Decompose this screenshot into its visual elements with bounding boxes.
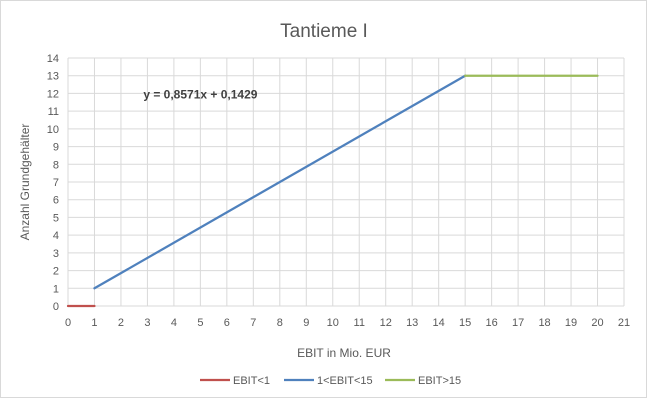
chart-title: Tantieme I: [280, 21, 368, 42]
x-tick-label: 6: [224, 317, 230, 329]
x-tick-label: 7: [250, 317, 256, 329]
x-tick-label: 17: [512, 317, 524, 329]
legend-label: EBIT>15: [418, 375, 461, 387]
y-tick-label: 11: [48, 106, 59, 118]
y-tick-label: 6: [53, 195, 59, 207]
y-tick-label: 8: [53, 159, 59, 171]
x-tick-label: 14: [433, 317, 445, 329]
y-tick-label: 3: [53, 248, 59, 260]
x-tick-label: 4: [171, 317, 177, 329]
y-tick-label: 5: [53, 212, 59, 224]
trendline-equation: y = 0,8571x + 0,1429: [143, 88, 257, 102]
y-tick-label: 12: [47, 88, 59, 100]
gridlines: [67, 57, 625, 307]
series-line: [93, 74, 467, 290]
x-tick-label: 12: [380, 317, 392, 329]
x-tick-label: 11: [354, 317, 365, 329]
x-tick-label: 9: [303, 317, 309, 329]
y-tick-label: 9: [53, 142, 59, 154]
legend: EBIT<1 1<EBIT<15 EBIT>15: [200, 375, 461, 387]
x-tick-label: 2: [118, 317, 124, 329]
x-axis-label: EBIT in Mio. EUR: [297, 346, 391, 360]
y-tick-label: 2: [53, 266, 59, 278]
x-tick-label: 13: [406, 317, 418, 329]
x-tick-label: 1: [91, 317, 97, 329]
x-axis-ticks: 0 1 2 3 4 5 6 7 8 9 10 11 12 13 14 15 16 17 18 19 20 21: [65, 317, 630, 329]
y-axis-label: Anzahl Grundgehälter: [18, 124, 32, 241]
x-tick-label: 0: [65, 317, 71, 329]
x-tick-label: 16: [485, 317, 497, 329]
x-tick-label: 21: [618, 317, 630, 329]
x-tick-label: 20: [591, 317, 603, 329]
y-tick-label: 4: [53, 230, 59, 242]
x-tick-label: 10: [327, 317, 339, 329]
x-tick-label: 19: [565, 317, 577, 329]
x-tick-label: 8: [277, 317, 283, 329]
x-tick-label: 5: [197, 317, 203, 329]
y-tick-label: 13: [47, 71, 59, 83]
y-tick-label: 10: [47, 124, 59, 136]
y-tick-label: 14: [47, 53, 59, 65]
y-tick-label: 0: [53, 301, 59, 313]
series-lines: [66, 74, 599, 308]
y-tick-label: 1: [53, 283, 59, 295]
x-tick-label: 15: [459, 317, 471, 329]
x-tick-label: 18: [538, 317, 550, 329]
legend-label: 1<EBIT<15: [317, 375, 373, 387]
annotations: y = 0,8571x + 0,1429: [143, 88, 257, 102]
legend-label: EBIT<1: [233, 375, 270, 387]
y-tick-label: 7: [53, 177, 59, 189]
x-tick-label: 3: [144, 317, 150, 329]
